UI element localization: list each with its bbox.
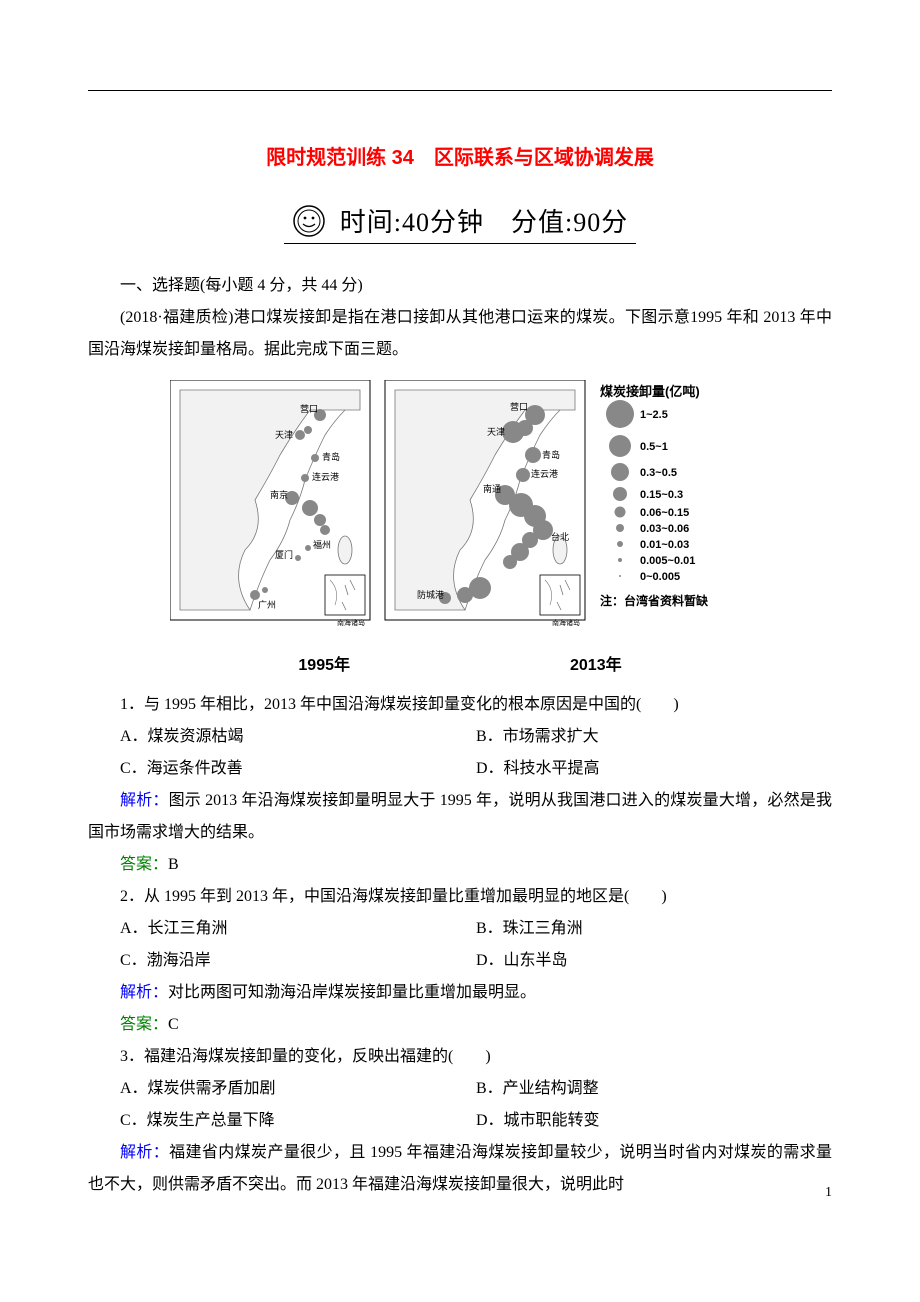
svg-text:0.01~0.03: 0.01~0.03 xyxy=(640,539,689,551)
map-caption-2013: 2013年 xyxy=(570,651,622,675)
q3-option-c: C．煤炭生产总量下降 xyxy=(88,1105,476,1137)
map-captions: 1995年 2013年 xyxy=(88,651,832,675)
svg-text:营口: 营口 xyxy=(510,401,528,412)
q2-option-a: A．长江三角洲 xyxy=(88,913,476,945)
svg-text:天津: 天津 xyxy=(275,430,293,440)
q2-analysis: 解析：对比两图可知渤海沿岸煤炭接卸量比重增加最明显。 xyxy=(88,977,832,1009)
q2-stem: 2．从 1995 年到 2013 年，中国沿海煤炭接卸量比重增加最明显的地区是(… xyxy=(88,881,832,913)
q1-stem: 1．与 1995 年相比，2013 年中国沿海煤炭接卸量变化的根本原因是中国的(… xyxy=(88,689,832,721)
q3-analysis: 解析：福建省内煤炭产量很少，且 1995 年福建沿海煤炭接卸量较少，说明当时省内… xyxy=(88,1137,832,1201)
svg-text:0.06~0.15: 0.06~0.15 xyxy=(640,507,689,519)
answer-label: 答案： xyxy=(120,856,168,873)
svg-text:天津: 天津 xyxy=(487,427,505,437)
legend: 煤炭接卸量(亿吨) 1~2.5 0.5~1 0.3~0.5 0.15~0.3 0.06~… xyxy=(600,384,709,608)
q1-option-c: C．海运条件改善 xyxy=(88,753,476,785)
q3-analysis-text: 福建省内煤炭产量很少，且 1995 年福建沿海煤炭接卸量较少，说明当时省内对煤炭… xyxy=(88,1144,832,1193)
svg-text:南海诸岛: 南海诸岛 xyxy=(337,618,365,627)
q2-option-b: B．珠江三角洲 xyxy=(476,913,832,945)
q1-answer-value: B xyxy=(168,856,179,873)
q2-answer: 答案：C xyxy=(88,1009,832,1041)
analysis-label: 解析： xyxy=(120,984,168,1001)
map-figure: 营口 天津 青岛 连云港 南京 厦门 福州 广州 xyxy=(88,380,832,645)
page-container: 限时规范训练 34 区际联系与区域协调发展 时间:40分钟 分值:90分 一、选… xyxy=(0,0,920,1241)
q2-option-c: C．渤海沿岸 xyxy=(88,945,476,977)
svg-text:厦门: 厦门 xyxy=(275,549,293,560)
svg-text:1~2.5: 1~2.5 xyxy=(640,409,668,421)
q1-option-d: D．科技水平提高 xyxy=(476,753,832,785)
svg-text:注：台湾省资料暂缺: 注：台湾省资料暂缺 xyxy=(600,593,709,608)
svg-text:广州: 广州 xyxy=(258,599,276,610)
map-caption-1995: 1995年 xyxy=(298,651,350,675)
analysis-label: 解析： xyxy=(120,1144,169,1161)
intro-paragraph: (2018·福建质检)港口煤炭接卸是指在港口接卸从其他港口运来的煤炭。下图示意1… xyxy=(88,302,832,366)
svg-text:青岛: 青岛 xyxy=(542,449,560,460)
svg-text:南通: 南通 xyxy=(483,483,501,494)
svg-text:0.005~0.01: 0.005~0.01 xyxy=(640,555,695,567)
svg-text:0~0.005: 0~0.005 xyxy=(640,571,680,583)
svg-text:青岛: 青岛 xyxy=(322,451,340,462)
answer-label: 答案： xyxy=(120,1016,168,1033)
q3-option-b: B．产业结构调整 xyxy=(476,1073,832,1105)
q2-answer-value: C xyxy=(168,1016,179,1033)
svg-text:0.15~0.3: 0.15~0.3 xyxy=(640,489,683,501)
svg-text:台北: 台北 xyxy=(551,531,569,542)
svg-text:营口: 营口 xyxy=(300,403,318,414)
svg-text:0.03~0.06: 0.03~0.06 xyxy=(640,523,689,535)
q1-analysis: 解析：图示 2013 年沿海煤炭接卸量明显大于 1995 年，说明从我国港口进入… xyxy=(88,785,832,849)
page-number: 1 xyxy=(825,1185,832,1201)
svg-text:0.5~1: 0.5~1 xyxy=(640,441,668,453)
q2-analysis-text: 对比两图可知渤海沿岸煤炭接卸量比重增加最明显。 xyxy=(168,984,536,1001)
document-title: 限时规范训练 34 区际联系与区域协调发展 xyxy=(88,141,832,170)
section-heading: 一、选择题(每小题 4 分，共 44 分) xyxy=(88,270,832,302)
q1-answer: 答案：B xyxy=(88,849,832,881)
smiley-icon xyxy=(292,204,326,238)
svg-text:煤炭接卸量(亿吨): 煤炭接卸量(亿吨) xyxy=(600,384,700,399)
banner-text: 时间:40分钟 分值:90分 xyxy=(340,208,628,237)
svg-text:防城港: 防城港 xyxy=(417,589,444,600)
svg-text:0.3~0.5: 0.3~0.5 xyxy=(640,467,677,479)
q1-analysis-text: 图示 2013 年沿海煤炭接卸量明显大于 1995 年，说明从我国港口进入的煤炭… xyxy=(88,792,832,841)
svg-text:连云港: 连云港 xyxy=(531,468,558,479)
q2-option-d: D．山东半岛 xyxy=(476,945,832,977)
svg-text:南海诸岛: 南海诸岛 xyxy=(552,618,580,627)
q3-stem: 3．福建沿海煤炭接卸量的变化，反映出福建的( ) xyxy=(88,1041,832,1073)
svg-text:连云港: 连云港 xyxy=(312,471,339,482)
q1-option-b: B．市场需求扩大 xyxy=(476,721,832,753)
q3-option-d: D．城市职能转变 xyxy=(476,1105,832,1137)
top-horizontal-rule xyxy=(88,90,832,91)
time-score-banner: 时间:40分钟 分值:90分 xyxy=(88,200,832,244)
svg-text:南京: 南京 xyxy=(270,489,288,500)
q3-option-a: A．煤炭供需矛盾加剧 xyxy=(88,1073,476,1105)
analysis-label: 解析： xyxy=(120,792,169,809)
q1-option-a: A．煤炭资源枯竭 xyxy=(88,721,476,753)
svg-text:福州: 福州 xyxy=(313,539,331,550)
